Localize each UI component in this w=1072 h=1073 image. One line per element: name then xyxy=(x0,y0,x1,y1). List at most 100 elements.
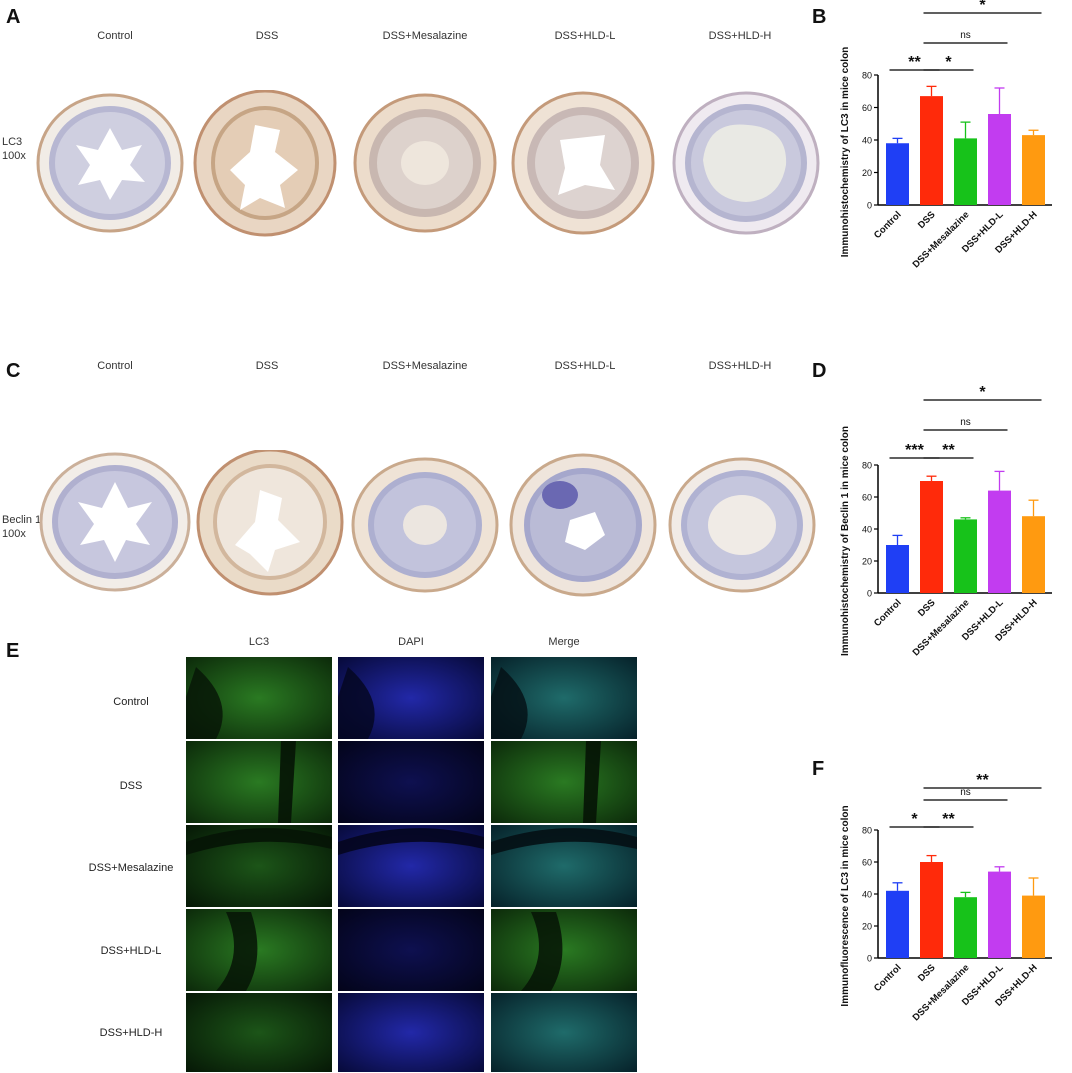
bar-dss xyxy=(920,481,943,593)
col-label-control-c: Control xyxy=(97,360,133,372)
row-label-lc3-marker: LC3 xyxy=(2,136,23,148)
col-label-mesalazine: DSS+Mesalazine xyxy=(382,30,468,42)
significance-label-1: ** xyxy=(942,442,955,459)
if-col-label-dapi: DAPI xyxy=(398,636,424,648)
ihc-beclin-mesalazine-image xyxy=(351,457,499,593)
chart-lc3-if: 0 20 40 60 80 Immunofluorescence of LC3 in mi… xyxy=(840,772,1052,1023)
significance-label-0: *** xyxy=(905,442,924,459)
y-tick-label-0: 0 xyxy=(867,589,872,599)
significance-label-1: * xyxy=(945,54,952,71)
panel-letter-b: B xyxy=(812,6,827,28)
bar-dss-hld-h xyxy=(1022,135,1045,205)
if-image-grid xyxy=(186,657,637,1072)
panel-letter-a: A xyxy=(6,6,21,28)
bar-dss-hld-l xyxy=(988,114,1011,205)
y-tick-label-80: 80 xyxy=(862,71,872,81)
significance-label-2: ns xyxy=(960,787,971,798)
x-tick-label-dss: DSS xyxy=(916,597,938,619)
ihc-lc3-mesalazine-image xyxy=(353,93,497,233)
col-label-dss: DSS xyxy=(255,30,279,42)
if-row-label-dss: DSS xyxy=(119,780,143,792)
y-tick-label-20: 20 xyxy=(862,922,872,932)
if-col-label-merge: Merge xyxy=(548,636,580,648)
significance-label-0: ** xyxy=(908,54,921,71)
if-row-label-control: Control xyxy=(113,696,149,708)
y-tick-label-40: 40 xyxy=(862,136,872,146)
y-axis-label: Immunohistochemistry of Beclin 1 in mice… xyxy=(840,426,851,656)
significance-label-2: ns xyxy=(960,30,971,41)
if-row-label-hld-h: DSS+HLD-H xyxy=(99,1027,163,1039)
x-tick-label-dss: DSS xyxy=(916,209,938,231)
y-axis-label: Immunofluorescence of LC3 in mice colon xyxy=(840,805,851,1006)
bar-dss-hld-h xyxy=(1022,516,1045,593)
col-label-hld-h-c: DSS+HLD-H xyxy=(708,360,772,372)
if-dss-dapi xyxy=(338,741,484,823)
bar-dss-hld-h xyxy=(1022,895,1045,958)
significance-label-1: ** xyxy=(942,811,955,828)
col-label-mesalazine-c: DSS+Mesalazine xyxy=(382,360,468,372)
col-label-hld-l-c: DSS+HLD-L xyxy=(554,360,616,372)
if-hld-h-lc3 xyxy=(186,993,332,1072)
ihc-beclin-control-image xyxy=(39,452,191,592)
y-tick-label-20: 20 xyxy=(862,557,872,567)
col-label-control: Control xyxy=(97,30,133,42)
panel-letter-e: E xyxy=(6,640,20,662)
row-label-lc3: LC3 100x xyxy=(2,135,26,163)
y-tick-label-40: 40 xyxy=(862,890,872,900)
significance-label-0: * xyxy=(911,811,918,828)
panel-letter-c: C xyxy=(6,360,21,382)
y-tick-label-60: 60 xyxy=(862,493,872,503)
bar-dss-mesalazine xyxy=(954,897,977,958)
y-tick-label-80: 80 xyxy=(862,461,872,471)
row-label-beclin-marker: Beclin 1 xyxy=(2,514,42,526)
chart-lc3-ihc: 0 20 40 60 80 Immunohistochemistry of LC3 in … xyxy=(840,0,1052,270)
if-dss-merge xyxy=(491,741,637,823)
row-label-beclin-magnification: 100x xyxy=(2,528,26,540)
panel-letter-d: D xyxy=(812,360,827,382)
bar-dss-mesalazine xyxy=(954,138,977,205)
if-dss-lc3 xyxy=(186,741,332,823)
y-tick-label-80: 80 xyxy=(862,826,872,836)
panel-letter-f: F xyxy=(812,758,825,780)
x-tick-label-control: Control xyxy=(872,597,904,629)
y-tick-label-0: 0 xyxy=(867,954,872,964)
y-tick-label-60: 60 xyxy=(862,858,872,868)
if-hld-l-lc3 xyxy=(186,909,332,991)
row-label-beclin: Beclin 1 100x xyxy=(2,513,41,541)
if-hld-l-dapi xyxy=(338,909,484,991)
bar-control xyxy=(886,545,909,593)
bar-control xyxy=(886,143,909,205)
bar-control xyxy=(886,890,909,958)
y-tick-label-40: 40 xyxy=(862,525,872,535)
col-label-hld-l: DSS+HLD-L xyxy=(554,30,616,42)
bar-dss-mesalazine xyxy=(954,519,977,593)
bar-dss-hld-l xyxy=(988,871,1011,958)
ihc-lc3-images xyxy=(36,90,655,237)
significance-label-3: ** xyxy=(976,772,989,789)
bar-dss-hld-l xyxy=(988,490,1011,593)
y-tick-label-60: 60 xyxy=(862,103,872,113)
significance-label-2: ns xyxy=(960,417,971,428)
y-tick-label-20: 20 xyxy=(862,168,872,178)
x-tick-label-dss: DSS xyxy=(916,962,938,984)
ihc-lc3-hld-h-image-svg xyxy=(672,91,820,235)
significance-label-3: * xyxy=(979,385,986,401)
bar-dss xyxy=(920,862,943,958)
col-label-hld-h: DSS+HLD-H xyxy=(708,30,772,42)
ihc-beclin-images xyxy=(39,450,816,597)
ihc-lc3-control-image xyxy=(36,93,184,233)
ihc-beclin-hld-l-image xyxy=(509,453,657,597)
if-row-label-hld-l: DSS+HLD-L xyxy=(100,945,162,957)
bar-dss xyxy=(920,96,943,205)
significance-label-3: * xyxy=(979,0,986,14)
row-label-lc3-magnification: 100x xyxy=(2,150,26,162)
ihc-lc3-dss-image xyxy=(193,90,337,237)
if-hld-h-merge xyxy=(491,993,637,1072)
ihc-beclin-dss-image xyxy=(196,450,344,596)
ihc-beclin-hld-h-image xyxy=(668,457,816,593)
if-row-label-mesalazine: DSS+Mesalazine xyxy=(88,862,174,874)
chart-beclin-ihc: 0 20 40 60 80 Immunohistochemistry of Beclin … xyxy=(840,385,1052,658)
if-col-label-lc3: LC3 xyxy=(248,636,270,648)
ihc-lc3-hld-l-image xyxy=(511,91,655,235)
x-tick-label-control: Control xyxy=(872,962,904,994)
